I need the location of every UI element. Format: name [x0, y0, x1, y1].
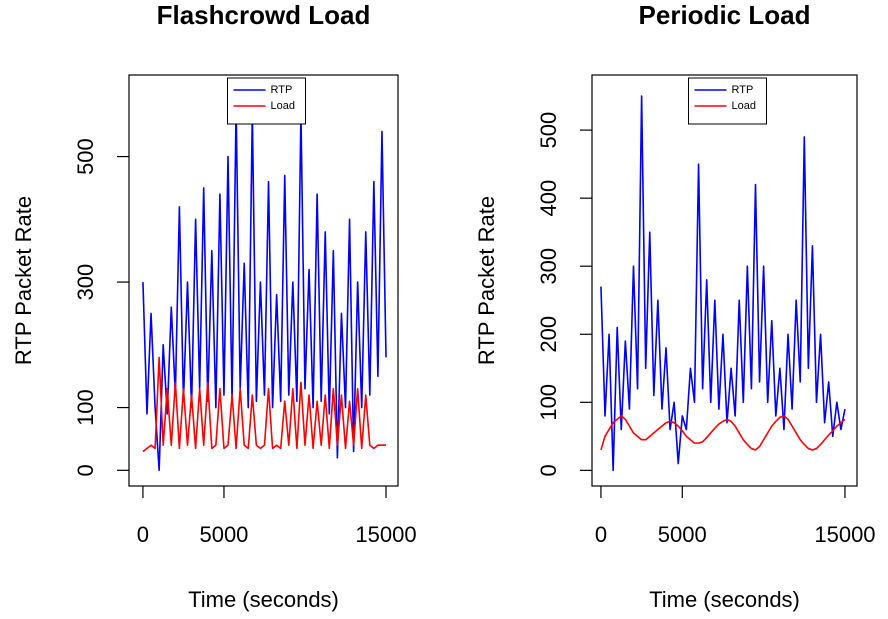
y-tick-label: 500: [73, 138, 98, 175]
y-tick-label: 400: [536, 180, 561, 217]
chart-title: Periodic Load: [639, 0, 811, 30]
x-tick-label: 5000: [199, 522, 248, 547]
plot-frame: [128, 74, 399, 487]
x-tick-label: 0: [595, 522, 607, 547]
series-line: [142, 105, 387, 472]
chart-title: Flashcrowd Load: [157, 0, 371, 30]
x-axis-label: Time (seconds): [188, 587, 339, 612]
y-tick-label: 100: [73, 389, 98, 426]
y-tick-label: 0: [73, 464, 98, 476]
series-line: [142, 356, 387, 453]
x-tick-label: 5000: [658, 522, 707, 547]
y-tick-label: 500: [536, 112, 561, 149]
series-line: [600, 415, 846, 451]
legend-box: [688, 77, 767, 125]
y-axis-label: RTP Packet Rate: [474, 196, 499, 365]
x-tick-label: 15000: [355, 522, 416, 547]
y-tick-label: 300: [73, 264, 98, 301]
legend-label: RTP: [271, 84, 293, 96]
y-axis-label: RTP Packet Rate: [11, 196, 36, 365]
plot-frame: [591, 74, 858, 487]
x-axis-label: Time (seconds): [649, 587, 800, 612]
y-tick-label: 100: [536, 384, 561, 421]
y-tick-label: 200: [536, 316, 561, 353]
legend-label: Load: [271, 100, 295, 112]
y-tick-label: 300: [536, 248, 561, 285]
series-line: [600, 95, 846, 472]
x-tick-label: 0: [137, 522, 149, 547]
legend-label: RTP: [732, 84, 754, 96]
x-tick-label: 15000: [814, 522, 875, 547]
legend-box: [227, 77, 306, 125]
legend-label: Load: [732, 100, 756, 112]
y-tick-label: 0: [536, 464, 561, 476]
